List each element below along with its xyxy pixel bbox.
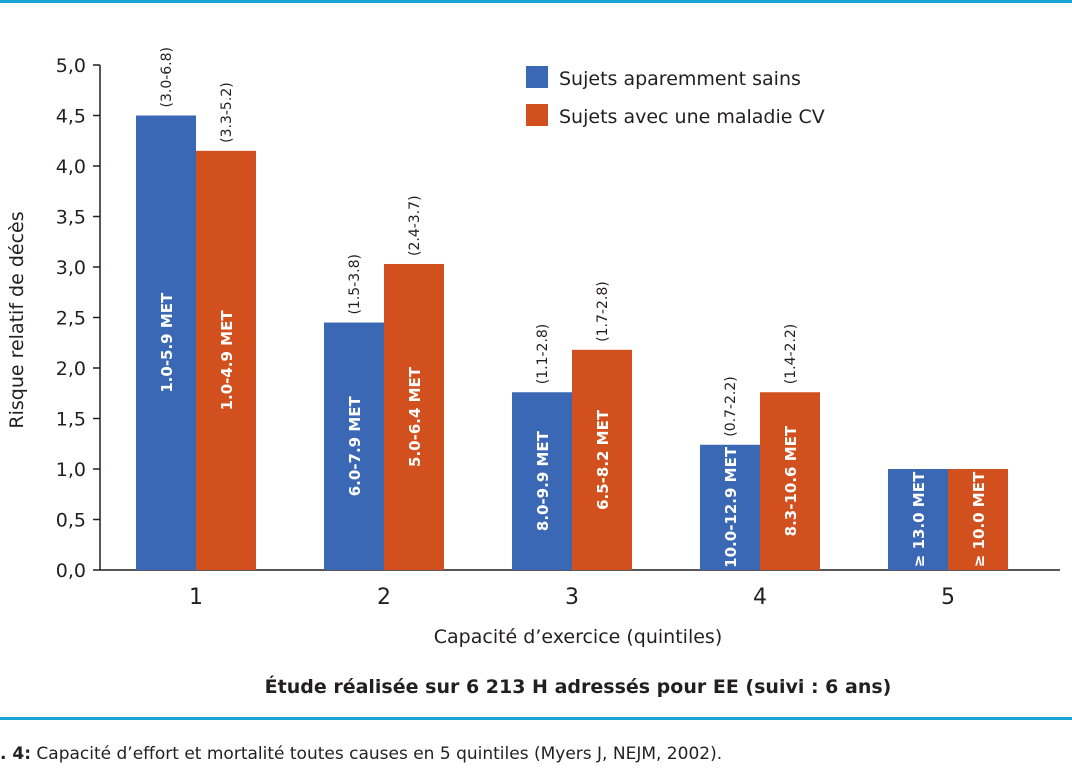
y-axis-label: Risque relatif de décès bbox=[6, 211, 28, 428]
x-tick-label: 2 bbox=[377, 585, 391, 610]
y-tick-label: 0,5 bbox=[56, 510, 86, 532]
bar bbox=[572, 349, 632, 570]
bar-inner-label: 1.0-5.9 MET bbox=[158, 292, 176, 393]
x-tick-label: 4 bbox=[753, 585, 767, 610]
y-tick-label: 5,0 bbox=[56, 55, 86, 77]
legend-swatch bbox=[526, 104, 548, 126]
confidence-interval-label: (1.1-2.8) bbox=[535, 324, 551, 385]
x-tick-label: 3 bbox=[565, 585, 579, 610]
y-tick-label: 0,0 bbox=[56, 560, 86, 582]
x-axis-label: Capacité d’exercice (quintiles) bbox=[434, 626, 722, 648]
bar-inner-label: 5.0-6.4 MET bbox=[406, 366, 424, 467]
bar-inner-label: 10.0-12.9 MET bbox=[722, 446, 740, 568]
confidence-interval-label: (3.3-5.2) bbox=[219, 82, 235, 143]
y-tick-label: 1,0 bbox=[56, 459, 86, 481]
confidence-interval-label: (1.7-2.8) bbox=[595, 281, 611, 342]
bar bbox=[888, 469, 948, 570]
confidence-interval-label: (3.0-6.8) bbox=[159, 47, 175, 108]
bar bbox=[324, 322, 384, 570]
bar bbox=[948, 469, 1008, 570]
confidence-interval-label: (1.4-2.2) bbox=[783, 324, 799, 385]
bar bbox=[196, 150, 256, 570]
legend-label: Sujets avec une maladie CV bbox=[559, 106, 825, 128]
figure-caption: . 4: Capacité d’effort et mortalité tout… bbox=[0, 744, 722, 764]
caption-text: Capacité d’effort et mortalité toutes ca… bbox=[31, 744, 723, 764]
y-tick-label: 4,5 bbox=[56, 106, 86, 128]
y-tick-label: 2,0 bbox=[56, 358, 86, 380]
bar-inner-label: 6.5-8.2 MET bbox=[594, 409, 612, 510]
bar-inner-label: 1.0-4.9 MET bbox=[218, 310, 236, 411]
legend-swatch bbox=[526, 66, 548, 88]
bar-inner-label: 8.3-10.6 MET bbox=[782, 425, 800, 536]
bar bbox=[700, 444, 760, 570]
bar bbox=[384, 263, 444, 570]
top-rule bbox=[0, 0, 1072, 3]
y-tick-label: 3,5 bbox=[56, 207, 86, 229]
bottom-rule bbox=[0, 717, 1072, 720]
confidence-interval-label: (2.4-3.7) bbox=[407, 195, 423, 256]
bar bbox=[760, 392, 820, 570]
bar-inner-label: 8.0-9.9 MET bbox=[534, 430, 552, 531]
y-tick-label: 1,5 bbox=[56, 409, 86, 431]
bar-chart: 0,0 0,5 1,0 1,5 2,0 2,5 3,0 3,5 4,0 4,5 5,0 Risque … bbox=[6, 47, 1060, 698]
chart-subtitle: Étude réalisée sur 6 213 H adressés pour… bbox=[265, 675, 892, 698]
bar bbox=[136, 115, 196, 570]
bar-inner-label: 6.0-7.9 MET bbox=[346, 396, 364, 497]
x-tick-label: 5 bbox=[941, 585, 955, 610]
bar bbox=[512, 392, 572, 570]
y-tick-label: 2,5 bbox=[56, 308, 86, 330]
confidence-interval-label: (1.5-3.8) bbox=[347, 254, 363, 315]
caption-prefix: . 4: bbox=[0, 744, 32, 764]
x-tick-label: 1 bbox=[189, 585, 203, 610]
bar-inner-label: ≥ 10.0 MET bbox=[970, 471, 988, 567]
confidence-interval-label: (0.7-2.2) bbox=[723, 376, 739, 437]
legend-label: Sujets aparemment sains bbox=[559, 68, 801, 90]
y-tick-label: 3,0 bbox=[56, 257, 86, 279]
y-tick-label: 4,0 bbox=[56, 156, 86, 178]
bar-inner-label: ≥ 13.0 MET bbox=[910, 471, 928, 567]
